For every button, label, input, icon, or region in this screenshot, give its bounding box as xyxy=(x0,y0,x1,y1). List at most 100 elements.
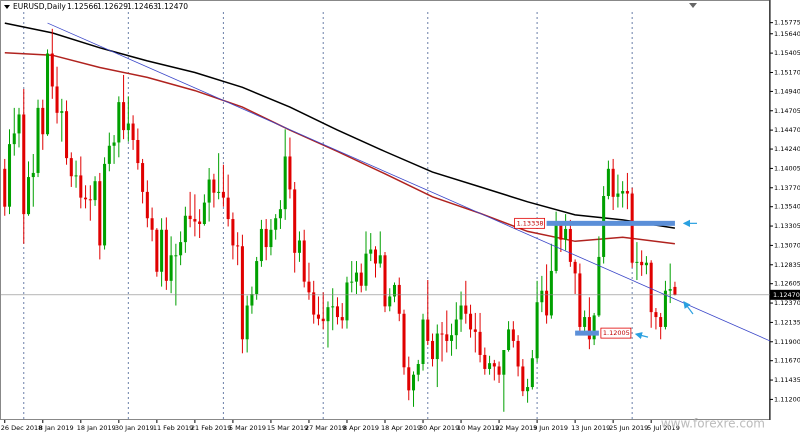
current-price-box xyxy=(770,289,800,300)
candle-body xyxy=(236,245,240,247)
candle-body xyxy=(84,197,88,200)
candle-body xyxy=(240,246,244,340)
trendline xyxy=(47,22,771,342)
candle-body xyxy=(217,191,221,193)
y-tick-label: 1.14470 xyxy=(774,126,800,134)
candle-body xyxy=(316,314,320,319)
candle-body xyxy=(445,334,449,341)
candle-body xyxy=(3,168,7,207)
candle-body xyxy=(17,114,21,134)
y-tick-label: 1.13540 xyxy=(774,203,800,211)
watermark: www.forexre.com xyxy=(661,417,765,431)
candle-body xyxy=(369,249,373,254)
y-tick-label: 1.12135 xyxy=(774,318,800,326)
candle-body xyxy=(606,168,610,196)
low-value: 1.12463 xyxy=(127,2,158,11)
candle-body xyxy=(383,255,387,307)
candle-body xyxy=(340,317,344,321)
candle-body xyxy=(12,133,16,145)
candle-body xyxy=(350,281,354,283)
y-tick-label: 1.13070 xyxy=(774,241,800,249)
candle-body xyxy=(540,290,544,303)
y-tick-label: 1.11670 xyxy=(774,357,800,365)
candle-body xyxy=(521,366,525,392)
moving-average xyxy=(4,51,675,245)
x-tick-label: 30 Apr 2019 xyxy=(419,424,459,432)
candle-body xyxy=(264,228,268,248)
level-label-box xyxy=(600,327,632,339)
candle-body xyxy=(450,335,454,341)
candle-body xyxy=(312,292,316,315)
candle-body xyxy=(65,111,69,159)
moving-average xyxy=(4,22,676,229)
x-tick-label: 25 Jun 2019 xyxy=(609,424,648,432)
candle-body xyxy=(93,181,97,201)
candle-body xyxy=(297,240,301,253)
candle-body xyxy=(464,305,468,314)
candle-body xyxy=(625,191,629,194)
candle-body xyxy=(60,111,64,113)
candle-body xyxy=(198,221,202,224)
candle-body xyxy=(545,290,549,316)
candle-body xyxy=(649,262,653,313)
y-tick-label: 1.12835 xyxy=(774,261,800,269)
menu-icon xyxy=(4,5,10,9)
y-tick-label: 1.15170 xyxy=(774,68,800,76)
candle-body xyxy=(307,281,311,293)
x-tick-label: 15 Mar 2019 xyxy=(267,424,308,432)
y-tick-label: 1.11900 xyxy=(774,338,800,346)
candle-body xyxy=(411,374,416,391)
candle-body xyxy=(454,319,458,336)
pointer-arrow xyxy=(683,301,694,315)
candle-body xyxy=(492,363,496,367)
candle-body xyxy=(103,163,107,246)
candle-body xyxy=(397,284,401,314)
shift-marker xyxy=(689,3,697,8)
x-tick-label: 5 Mar 2019 xyxy=(229,424,266,432)
candle-body xyxy=(426,319,430,341)
candle-body xyxy=(207,179,211,203)
candle-body xyxy=(587,317,591,340)
candle-body xyxy=(160,229,164,272)
candle-body xyxy=(621,191,625,194)
candle-body xyxy=(354,272,359,282)
candle-body xyxy=(435,333,439,360)
y-tick-label: 1.14705 xyxy=(774,107,800,115)
candle-body xyxy=(245,305,249,340)
level-label: 1.13338 xyxy=(517,219,544,227)
x-tick-label: 11 Feb 2019 xyxy=(153,424,193,432)
candle-body xyxy=(611,168,615,197)
candle-body xyxy=(145,191,149,219)
candle-body xyxy=(630,193,634,263)
y-tick-label: 1.15775 xyxy=(774,19,800,27)
symbol-title: EURUSD,Daily xyxy=(13,2,66,11)
candle-body xyxy=(359,272,363,286)
x-tick-label: 27 Mar 2019 xyxy=(305,424,346,432)
candle-body xyxy=(269,229,273,248)
candle-body xyxy=(326,307,330,322)
candle-body xyxy=(459,305,463,320)
header: EURUSD,Daily 1.12566 1.12629 1.12463 1.1… xyxy=(4,2,188,11)
candle-body xyxy=(578,273,582,327)
candle-body xyxy=(79,175,83,198)
x-tick-label: 30 Jan 2019 xyxy=(115,424,154,432)
candle-body xyxy=(402,313,406,368)
candle-body xyxy=(136,140,140,164)
candle-body xyxy=(335,306,339,318)
candle-body xyxy=(644,262,648,266)
x-tick-label: 10 May 2019 xyxy=(457,424,499,432)
candle-body xyxy=(226,197,230,220)
plot-frame xyxy=(0,0,770,420)
candle-body xyxy=(131,123,135,140)
candle-body xyxy=(469,313,473,330)
candle-body xyxy=(564,228,568,240)
candle-body xyxy=(164,229,168,281)
level-label: 1.12005 xyxy=(603,329,630,337)
y-tick-label: 1.15640 xyxy=(774,30,800,38)
candle-body xyxy=(407,367,411,391)
candle-body xyxy=(616,193,620,197)
y-tick-label: 1.13770 xyxy=(774,184,800,192)
y-tick-label: 1.14240 xyxy=(774,145,800,153)
level-bar xyxy=(546,220,675,226)
y-tick-label: 1.11435 xyxy=(774,376,800,384)
